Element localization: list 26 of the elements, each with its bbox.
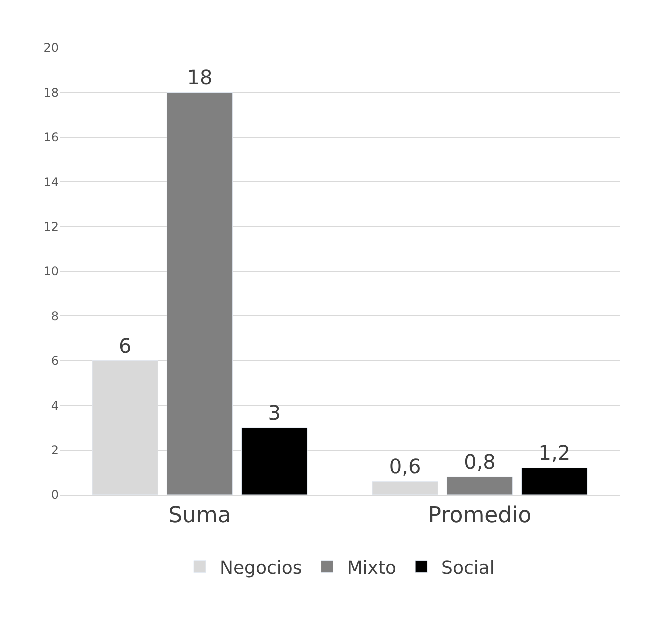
bar xyxy=(522,468,588,495)
y-tick-label: 4 xyxy=(51,398,59,413)
y-tick-label: 20 xyxy=(44,41,59,56)
y-tick-label: 12 xyxy=(44,220,59,234)
legend-label: Mixto xyxy=(347,558,397,579)
y-tick-label: 0 xyxy=(51,488,59,502)
y-tick-label: 18 xyxy=(44,86,59,100)
data-label: 0,6 xyxy=(389,454,422,479)
bar xyxy=(166,92,234,495)
data-label: 3 xyxy=(268,400,282,425)
x-tick-label: Promedio xyxy=(428,503,532,528)
legend-label: Negocios xyxy=(220,558,302,579)
y-tick-label: 8 xyxy=(51,309,59,324)
data-label: 1,2 xyxy=(538,441,571,466)
bar xyxy=(446,476,514,495)
legend-label: Social xyxy=(442,558,495,579)
y-tick-label: 10 xyxy=(44,264,59,279)
x-tick-label: Suma xyxy=(168,503,232,528)
bar xyxy=(242,428,308,495)
y-tick-label: 16 xyxy=(44,130,59,145)
data-label: 6 xyxy=(118,334,132,358)
data-label: 18 xyxy=(187,66,213,90)
data-label: 0,8 xyxy=(464,450,496,474)
y-tick-label: 14 xyxy=(44,175,59,190)
y-tick-label: 6 xyxy=(51,354,59,368)
y-tick-label: 2 xyxy=(51,444,59,458)
